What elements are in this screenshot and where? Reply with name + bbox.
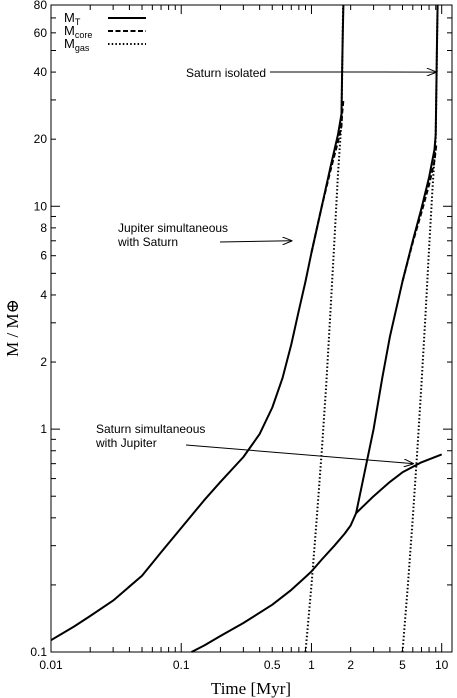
series-line-dotted <box>401 4 439 653</box>
annotation-arrow <box>185 444 413 464</box>
y-tick-label: 2 <box>40 355 47 369</box>
annotation-text: Jupiter simultaneous <box>118 221 228 235</box>
annotation-text: Saturn isolated <box>186 66 266 80</box>
x-axis-label: Time [Myr] <box>211 679 291 698</box>
y-axis-label: M / M⊕ <box>3 299 22 357</box>
y-tick-label: 60 <box>34 26 48 40</box>
y-tick-label: 1 <box>40 422 47 436</box>
annotation-text: Saturn simultaneous <box>96 422 205 436</box>
y-tick-label: 4 <box>40 288 47 302</box>
series-line-solid <box>50 4 345 642</box>
y-tick-label: 6 <box>40 249 47 263</box>
y-tick-label: 0.1 <box>30 645 47 659</box>
y-tick-label: 8 <box>40 221 47 235</box>
y-tick-label: 20 <box>34 132 48 146</box>
x-tick-label: 2 <box>347 658 354 672</box>
x-tick-label: 10 <box>435 658 449 672</box>
x-tick-label: 0.01 <box>39 658 63 672</box>
y-tick-label: 10 <box>34 199 48 213</box>
series-line-dotted <box>304 4 345 653</box>
plot-frame <box>50 4 453 653</box>
series-line-solid <box>191 453 443 653</box>
x-tick-label: 0.5 <box>264 658 281 672</box>
y-tick-label: 40 <box>34 65 48 79</box>
series-line-dashed <box>401 143 438 282</box>
x-tick-label: 1 <box>308 658 315 672</box>
series-group <box>50 4 443 653</box>
x-tick-label: 0.1 <box>173 658 190 672</box>
series-line-dashed <box>310 99 345 253</box>
annotation-text: with Jupiter <box>95 436 157 450</box>
x-tick-label: 5 <box>399 658 406 672</box>
series-line-solid <box>355 4 439 514</box>
ticks <box>50 4 452 653</box>
annotation-text: with Saturn <box>117 235 178 249</box>
y-tick-label: 80 <box>34 0 48 12</box>
annotation-arrow <box>219 241 291 242</box>
